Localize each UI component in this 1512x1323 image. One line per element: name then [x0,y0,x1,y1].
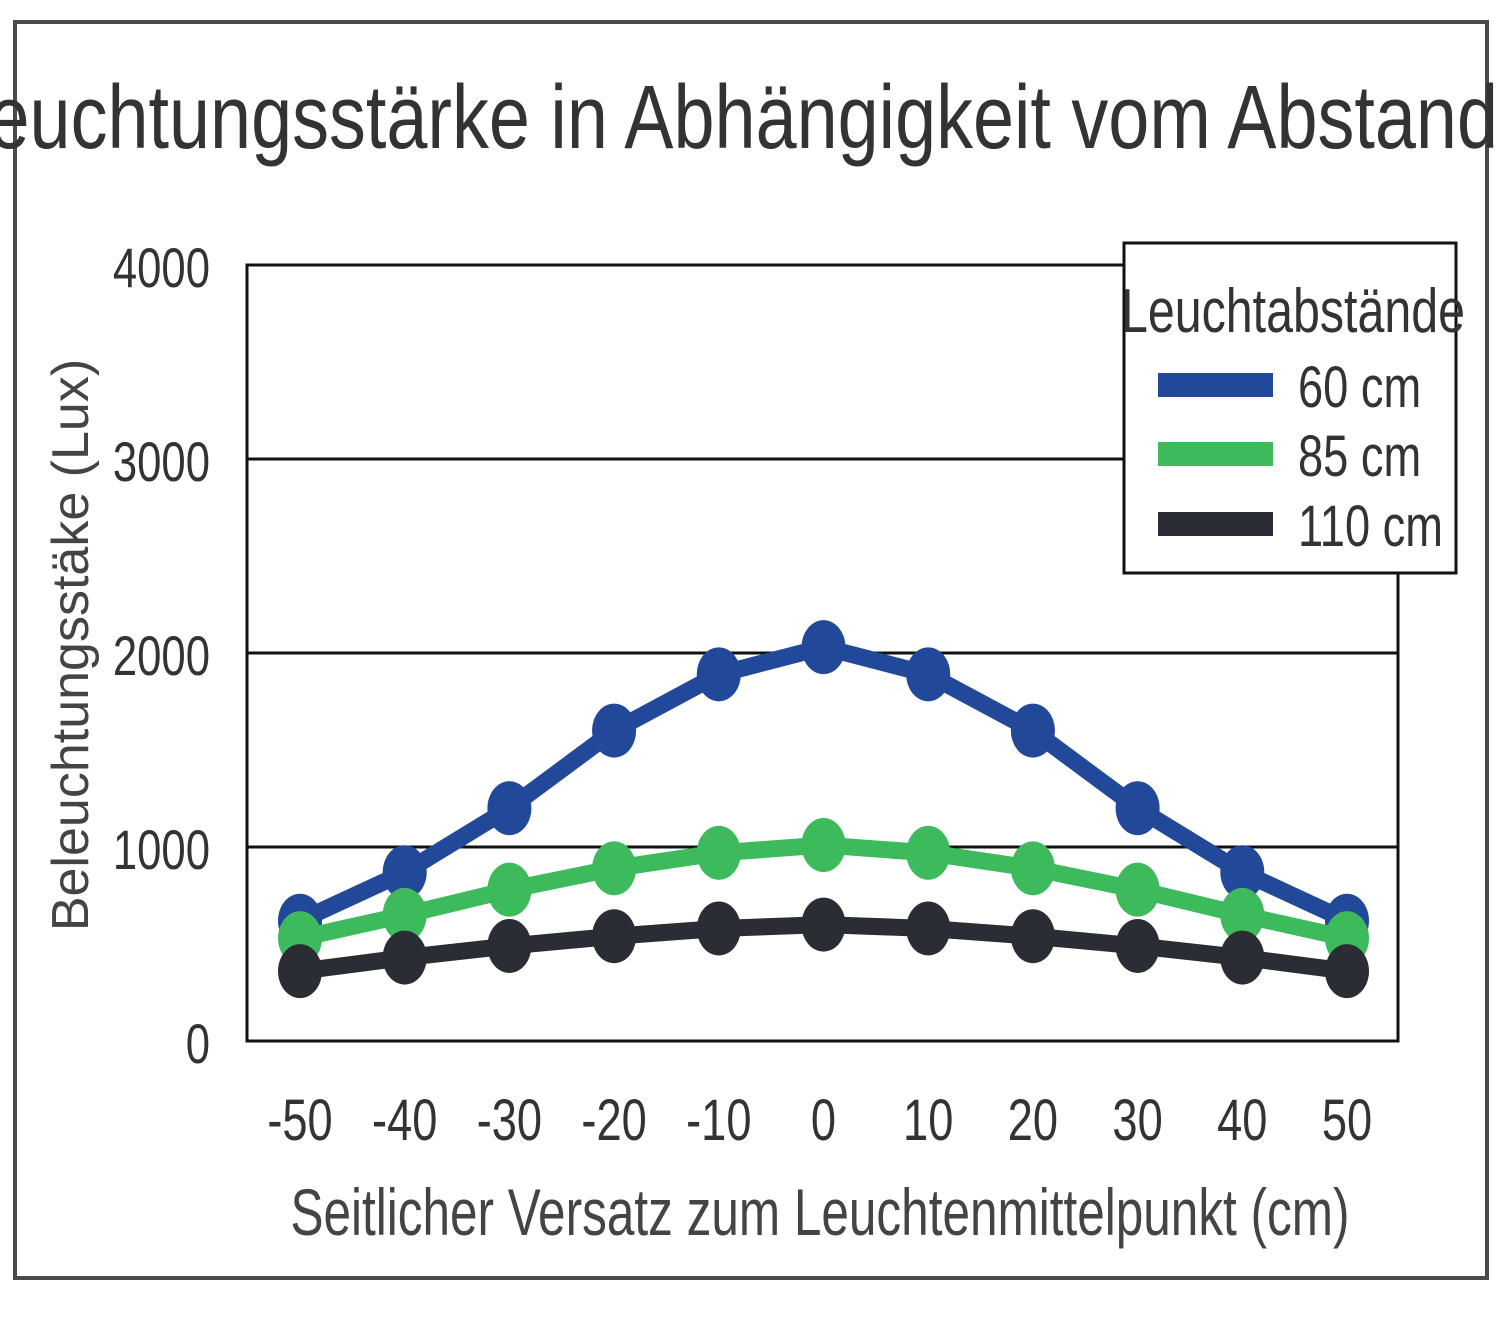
legend-entry-label: 85 cm [1298,425,1421,490]
data-point [592,909,637,964]
data-point [278,944,322,999]
x-tick-label: 30 [1112,1089,1162,1154]
legend-title: Leuchtabstände [1121,276,1465,345]
data-point [382,930,427,985]
data-point [801,620,846,675]
y-tick-label: 0 [186,1013,210,1075]
chart-title: Beleuchtungsstärke in Abhängigkeit vom A… [0,68,1498,168]
data-point [801,818,846,873]
data-point [592,841,637,896]
data-point [1115,862,1160,917]
x-tick-label: 10 [903,1089,953,1154]
data-point [906,825,951,880]
series-layer [278,620,1369,999]
data-point [487,781,532,836]
x-axis-label: Seitlicher Versatz zum Leuchtenmittelpun… [290,1176,1349,1250]
x-tick-label: -10 [686,1089,751,1154]
x-tick-label: -50 [267,1089,332,1154]
data-point [906,901,951,956]
y-tick-label: 2000 [113,625,210,687]
y-tick-label: 1000 [113,819,210,881]
x-tick-label: 20 [1008,1089,1058,1154]
data-point [1220,845,1265,900]
data-point [1115,781,1160,836]
data-point [906,647,951,702]
data-point [1220,887,1265,942]
y-tick-label: 4000 [113,237,210,299]
data-point [1325,944,1369,999]
data-point [696,901,741,956]
data-point [1010,703,1055,758]
y-tick-label: 3000 [113,431,210,493]
data-point [696,647,741,702]
x-tick-label: 0 [811,1089,836,1154]
y-axis-ticks: 0 1000 2000 3000 4000 [113,237,210,1075]
data-point [696,825,741,880]
data-point [1010,909,1055,964]
x-axis-ticks: -50 -40 -30 -20 -10 0 10 20 30 40 50 [267,1089,1372,1154]
x-tick-label: -30 [477,1089,542,1154]
data-point [382,887,427,942]
data-point [801,897,846,952]
data-point [1010,841,1055,896]
x-tick-label: -20 [581,1089,646,1154]
data-point [592,703,637,758]
x-tick-label: 40 [1217,1089,1267,1154]
legend-entry-label: 60 cm [1298,356,1421,421]
data-point [487,862,532,917]
y-axis-label: Beleuchtungsstäke (Lux) [42,359,100,931]
data-point [487,918,532,973]
data-point [382,845,427,900]
x-tick-label: 50 [1322,1089,1372,1154]
data-point [1220,930,1265,985]
x-tick-label: -40 [372,1089,437,1154]
legend-entry-label: 110 cm [1298,495,1443,560]
data-point [1115,918,1160,973]
